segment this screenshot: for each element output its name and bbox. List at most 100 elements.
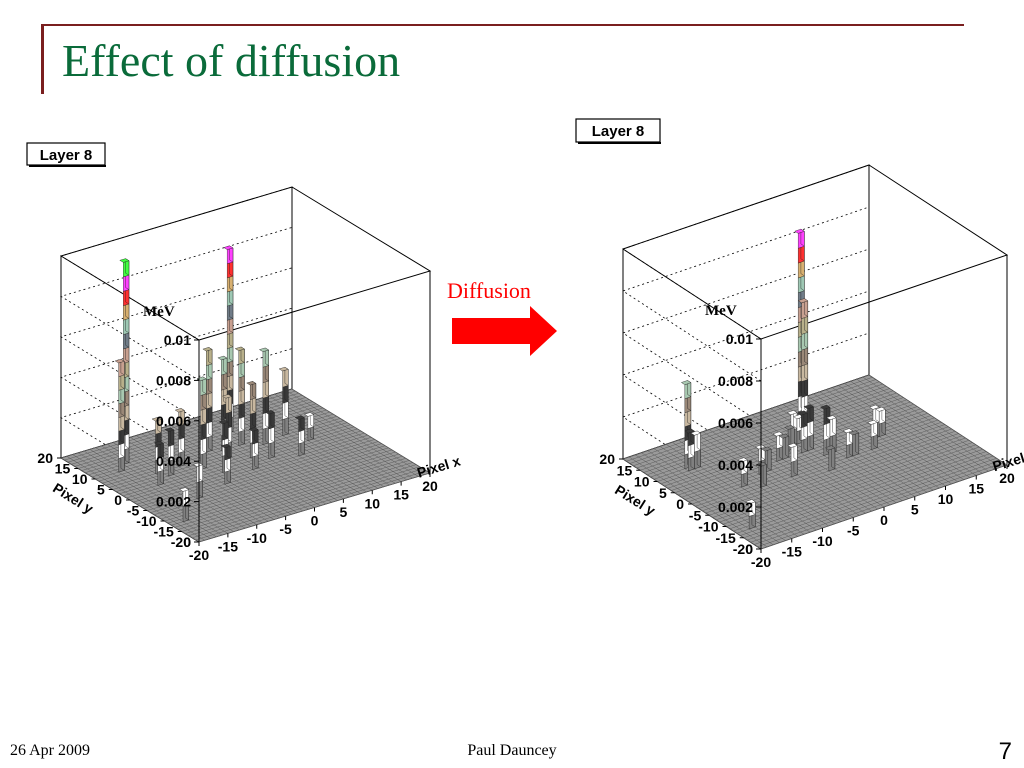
z-tick-label: 0.002 [718, 499, 753, 515]
bar-face-top [174, 408, 185, 413]
z-axis-label: MeV [705, 303, 737, 319]
bar-face-top [179, 487, 190, 492]
bar-face-top [778, 433, 790, 439]
floor-line-y [129, 430, 362, 501]
y-tick-label: 10 [634, 474, 650, 490]
x-tick-label: -20 [189, 547, 209, 563]
bar-face-top [826, 415, 837, 421]
floor-line-y [178, 460, 410, 530]
bar [258, 347, 270, 445]
bar [114, 358, 125, 473]
bar-face-top [278, 366, 289, 372]
bar-face-top [745, 499, 756, 505]
x-tick-label: 0 [880, 512, 888, 528]
page-number: 7 [998, 738, 1012, 765]
bar-face-top [223, 245, 234, 250]
floor-line-y [171, 455, 403, 526]
y-tick-label: -5 [689, 507, 702, 523]
z-gridline [60, 348, 293, 502]
floor-line-y [181, 462, 413, 532]
bar [153, 440, 164, 486]
y-tick-label: 20 [37, 450, 53, 466]
floor-line-y [729, 444, 977, 529]
bar-face-top [754, 444, 766, 450]
bar-face-top [787, 443, 798, 448]
z-gridline [60, 307, 293, 462]
bar-face-top [222, 394, 233, 399]
y-tick-label: -10 [698, 519, 718, 535]
floor-line-y [691, 419, 939, 505]
x-tick-label: 15 [393, 487, 409, 503]
bar-face-side [767, 446, 772, 471]
floor-line-y [747, 455, 994, 541]
floor-line-y [629, 379, 876, 464]
footer-author: Paul Dauncey [467, 742, 557, 759]
x-tick-label: -15 [782, 544, 802, 560]
bar-face-top [246, 381, 257, 386]
x-tick-label: 20 [422, 478, 438, 494]
y-tick-label: 10 [72, 471, 88, 487]
bar-face-top [202, 347, 213, 352]
bar-face-top [797, 298, 809, 304]
box-top-front [198, 186, 432, 341]
x-tick-label: -15 [218, 538, 238, 554]
chart-title: Layer 8 [592, 123, 645, 140]
bar-face-top [684, 428, 695, 434]
z-tick-label: 0.008 [718, 373, 753, 389]
floor-line-y [695, 422, 942, 507]
y-tick-label: -20 [733, 541, 753, 557]
y-tick-label: 5 [97, 482, 105, 498]
bar-face-top [824, 445, 836, 451]
bar-face-top [258, 347, 270, 352]
bar [787, 442, 798, 478]
y-tick-label: 0 [114, 492, 122, 508]
bar [234, 346, 245, 446]
slide-title: Effect of diffusion [62, 35, 401, 86]
floor-line-y [726, 442, 973, 527]
x-tick-label: -10 [812, 533, 832, 549]
x-tick-label: -5 [279, 521, 292, 537]
floor-line-y [743, 453, 990, 538]
bar-face-top [151, 417, 162, 422]
floor-line-y [736, 449, 983, 534]
diffusion-arrow-icon [452, 306, 557, 356]
chart-layer8-before: 00.0020.0040.0060.0080.01MeV-20-15-10-50… [26, 142, 462, 563]
x-tick-label: -20 [751, 554, 771, 570]
z-tick-label: 0.004 [156, 453, 191, 469]
bar [164, 427, 175, 477]
floor-line-y [133, 432, 365, 503]
bar [803, 404, 814, 452]
z-gridline [622, 164, 870, 340]
bar-face-top [772, 431, 784, 437]
floor-line-y [626, 377, 873, 462]
y-tick-label: -15 [154, 524, 174, 540]
x-tick-label: 5 [911, 502, 919, 518]
y-tick-label: -5 [127, 503, 140, 519]
floor-line-y [754, 460, 1001, 545]
floor-line-y [98, 411, 331, 482]
floor-line-y [164, 451, 396, 522]
bar-face-top [848, 430, 860, 436]
bar [278, 366, 289, 436]
bar-face-top [761, 446, 772, 452]
z-tick-label: 0.01 [164, 332, 191, 348]
bar [797, 410, 808, 454]
box-top-front [760, 164, 1009, 340]
floor-line-y [685, 415, 932, 500]
x-tick-label: 15 [968, 481, 984, 497]
floor-line-y [622, 374, 870, 460]
y-tick-label: -20 [171, 534, 191, 550]
bar-face-top [218, 419, 229, 425]
floor-line-y [640, 386, 887, 471]
z-tick-label: 0 [745, 541, 753, 557]
bar-face-top [690, 430, 701, 436]
y-tick-label: -10 [136, 513, 156, 529]
z-gridline [60, 227, 293, 381]
floor-grid [622, 374, 1008, 550]
floor-line-y [195, 470, 427, 541]
floor-line-y [126, 428, 358, 499]
bar-face-top [680, 380, 692, 386]
bar-face-top [294, 415, 305, 420]
z-tick-label: 0 [183, 534, 191, 550]
bar [192, 462, 204, 500]
